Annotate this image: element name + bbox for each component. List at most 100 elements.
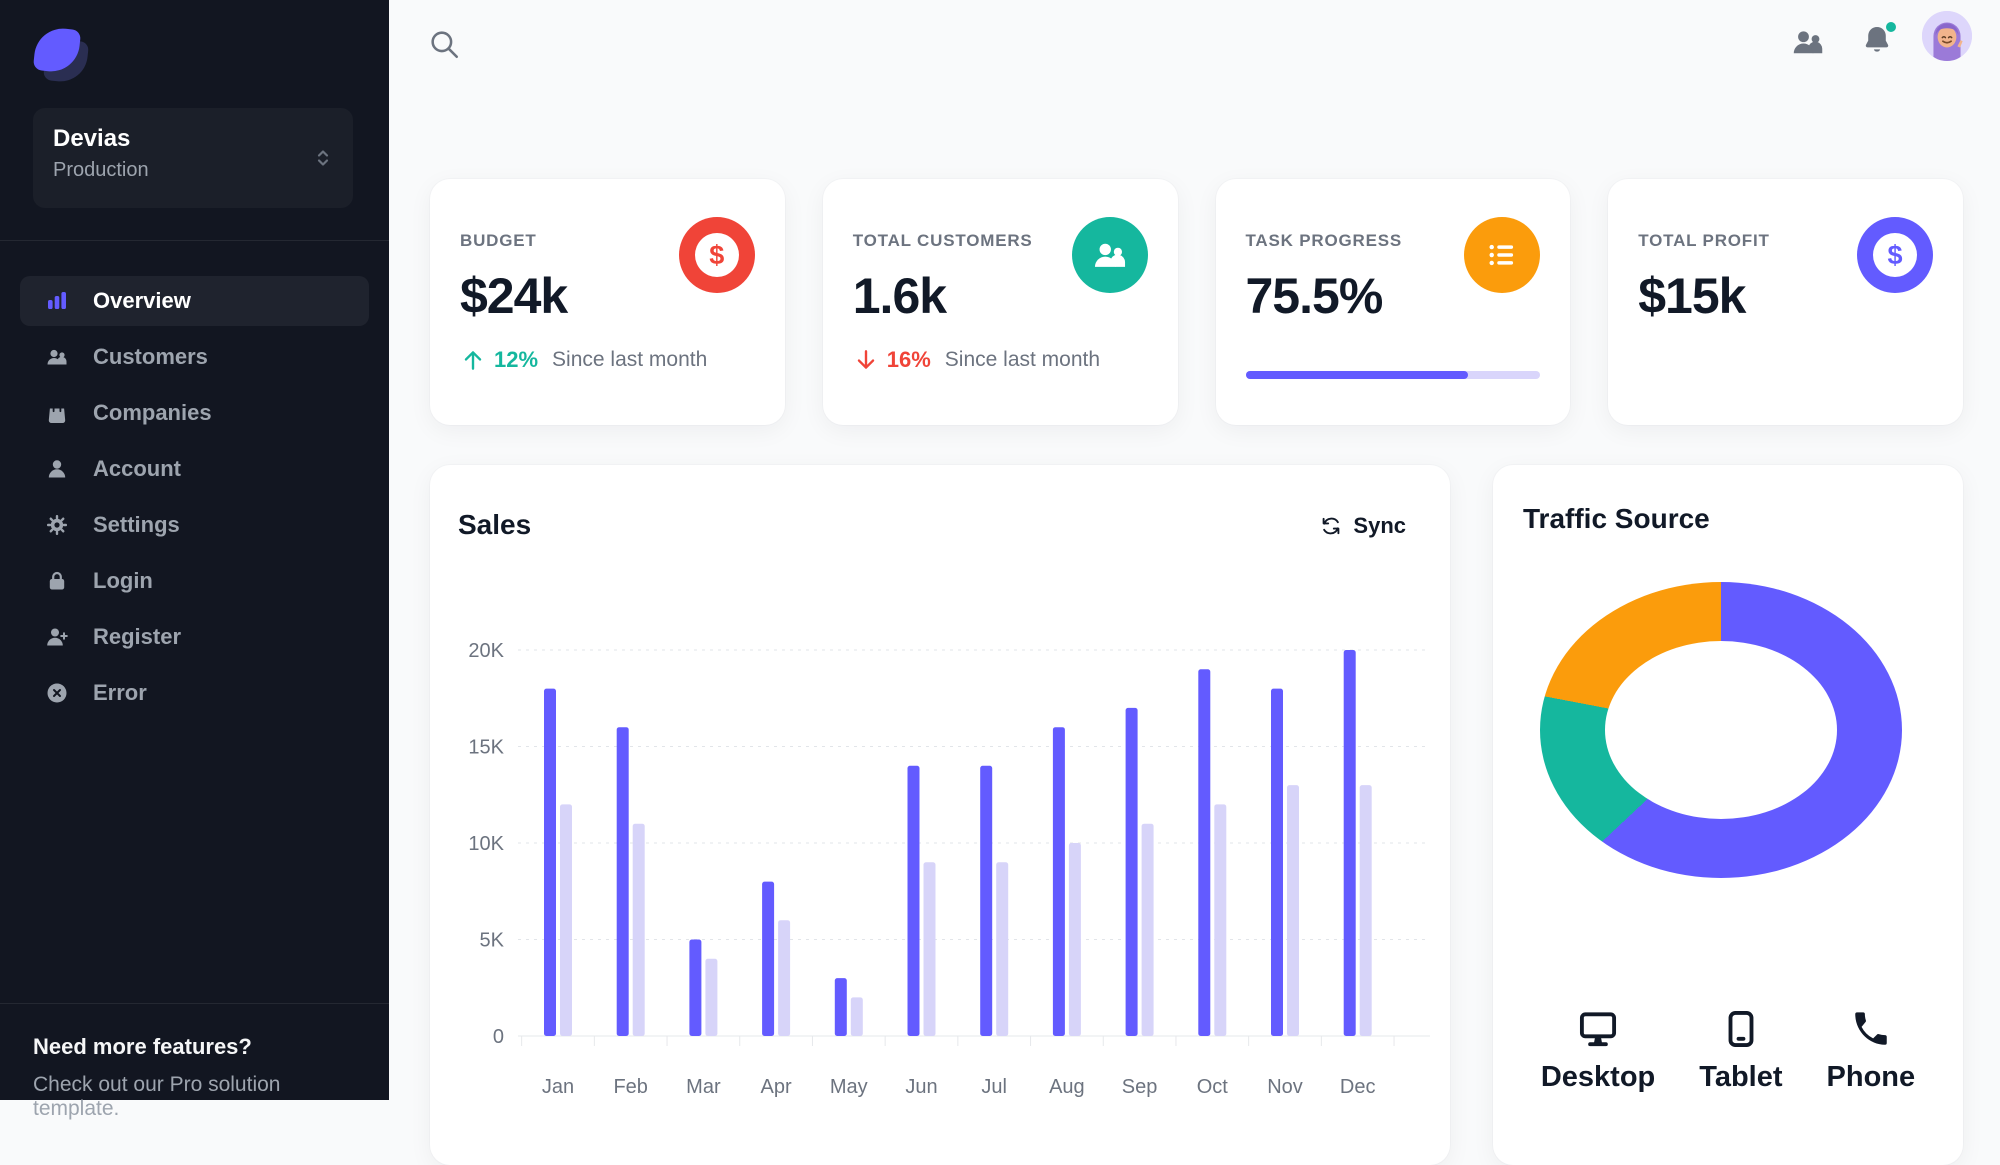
notifications-bell-icon[interactable] — [1860, 20, 1898, 57]
users-icon — [1094, 243, 1125, 267]
stat-label: BUDGET — [460, 231, 537, 250]
svg-text:15K: 15K — [468, 737, 504, 759]
stat-card-total-profit: TOTAL PROFIT $15k $ — [1608, 179, 1963, 425]
sidebar-divider — [0, 240, 389, 241]
sidebar-item-label: Settings — [93, 512, 180, 537]
stat-label: TASK PROGRESS — [1245, 231, 1402, 250]
user-avatar[interactable] — [1922, 11, 1972, 61]
sidebar-item-account[interactable]: Account — [20, 444, 369, 494]
svg-text:May: May — [830, 1076, 868, 1098]
search-icon[interactable] — [427, 27, 461, 61]
sidebar-item-companies[interactable]: Companies — [20, 388, 369, 438]
contacts-icon[interactable] — [1790, 24, 1826, 60]
unfold-chevron-icon — [311, 146, 335, 170]
svg-text:5K: 5K — [480, 930, 505, 952]
sync-label: Sync — [1353, 513, 1406, 538]
stat-icon-circle — [1071, 217, 1148, 293]
sidebar-item-overview[interactable]: Overview — [20, 276, 369, 326]
stat-label: TOTAL CUSTOMERS — [852, 231, 1033, 250]
chart-bar-icon — [45, 289, 69, 313]
workspace-name: Devias — [53, 125, 131, 152]
sales-card: 0 5K 10K 15K 20K Jan Feb Mar Apr May Jun Jul Aug Sep O… — [430, 465, 1450, 1165]
footer-title: Need more features? — [33, 1034, 252, 1059]
sidebar-item-label: Customers — [93, 344, 208, 369]
trend-up-arrow-icon — [460, 347, 486, 373]
device-label: Tablet — [1699, 1061, 1783, 1093]
device-label: Desktop — [1540, 1061, 1656, 1093]
trend-down-arrow-icon — [853, 347, 879, 373]
sidebar-footer: Need more features? Check out our Pro so… — [0, 1003, 389, 1151]
task-progress-fill — [1245, 371, 1469, 379]
sidebar-item-error[interactable]: Error — [20, 668, 369, 718]
bag-icon — [45, 401, 69, 425]
sidebar: Devias Production Overview Customers Compa… — [0, 0, 389, 1120]
sidebar-item-label: Register — [93, 624, 182, 649]
traffic-source-title: Traffic Source — [1523, 503, 1710, 534]
sales-title: Sales — [458, 509, 532, 540]
traffic-device-legend: Desktop Tablet Phone — [1493, 1008, 1963, 1094]
sidebar-item-label: Login — [93, 568, 153, 593]
users-icon — [45, 345, 69, 369]
traffic-source-card: Traffic Source Desktop Tablet Phone — [1493, 465, 1963, 1165]
tablet-icon — [1720, 1008, 1762, 1050]
trend-row: 16% Since last month — [853, 347, 1100, 373]
svg-text:0: 0 — [493, 1026, 504, 1048]
devias-logo-icon[interactable] — [32, 25, 93, 86]
trend-caption: Since last month — [944, 348, 1101, 371]
notification-status-dot — [1884, 20, 1898, 34]
svg-text:Apr: Apr — [761, 1076, 792, 1098]
svg-text:Mar: Mar — [686, 1076, 721, 1098]
svg-text:Sep: Sep — [1122, 1076, 1158, 1098]
sidebar-item-customers[interactable]: Customers — [20, 332, 369, 382]
stat-value: $15k — [1638, 268, 1746, 324]
user-plus-icon — [45, 625, 69, 649]
stat-icon-circle: $ — [678, 217, 755, 293]
phone-icon — [1850, 1008, 1892, 1050]
sync-refresh-icon — [1323, 517, 1340, 535]
svg-text:Jun: Jun — [905, 1076, 937, 1098]
sidebar-item-label: Error — [93, 680, 147, 705]
x-circle-icon — [45, 681, 69, 705]
svg-text:Dec: Dec — [1340, 1076, 1376, 1098]
sidebar-item-settings[interactable]: Settings — [20, 500, 369, 550]
svg-text:Feb: Feb — [613, 1076, 647, 1098]
sidebar-item-login[interactable]: Login — [20, 556, 369, 606]
stats-row: BUDGET $24k $12% Since last month TOTAL CUST… — [430, 179, 1963, 425]
stat-value: $24k — [460, 268, 568, 324]
dollar-icon: $ — [694, 233, 739, 277]
stat-icon-circle — [1464, 217, 1541, 293]
dollar-icon: $ — [1873, 233, 1917, 277]
svg-text:Nov: Nov — [1267, 1076, 1303, 1098]
svg-text:Oct: Oct — [1197, 1076, 1229, 1098]
stat-card-total-customers: TOTAL CUSTOMERS 1.6k 16% Since last month — [822, 179, 1178, 425]
stat-value: 75.5% — [1245, 268, 1384, 324]
device-legend-tablet: Tablet — [1699, 1008, 1783, 1094]
stat-icon-circle: $ — [1857, 217, 1933, 293]
svg-text:10K: 10K — [468, 833, 504, 855]
sync-button[interactable]: Sync — [1309, 507, 1416, 545]
stat-card-task-progress: TASK PROGRESS 75.5% — [1215, 179, 1571, 425]
monitor-icon — [1577, 1008, 1619, 1050]
svg-text:Jan: Jan — [542, 1076, 574, 1098]
donut-hole — [1605, 641, 1837, 819]
device-label: Phone — [1826, 1061, 1916, 1093]
gear-icon — [45, 513, 69, 537]
workspace-environment: Production — [53, 159, 149, 181]
trend-row: 12% Since last month — [460, 347, 707, 373]
traffic-donut-chart — [1540, 582, 1902, 878]
task-progress-bar — [1245, 371, 1541, 379]
trend-caption: Since last month — [552, 348, 708, 371]
lock-icon — [45, 569, 69, 593]
device-legend-phone: Phone — [1826, 1008, 1916, 1094]
sidebar-nav: Overview Customers Companies Account Setting… — [20, 276, 369, 724]
svg-text:20K: 20K — [468, 640, 504, 662]
list-icon — [1489, 244, 1514, 266]
workspace-selector[interactable]: Devias Production — [33, 108, 353, 208]
device-legend-desktop: Desktop — [1541, 1008, 1655, 1094]
sales-bar-chart: 0 5K 10K 15K 20K Jan Feb Mar Apr May Jun Jul Aug Sep O… — [468, 640, 1430, 1098]
svg-text:Jul: Jul — [981, 1076, 1007, 1098]
charts-row: 0 5K 10K 15K 20K Jan Feb Mar Apr May Jun Jul Aug Sep O… — [430, 465, 1963, 1165]
trend-value: 12% — [494, 347, 539, 372]
sidebar-item-register[interactable]: Register — [20, 612, 369, 662]
sidebar-item-label: Account — [93, 456, 181, 481]
